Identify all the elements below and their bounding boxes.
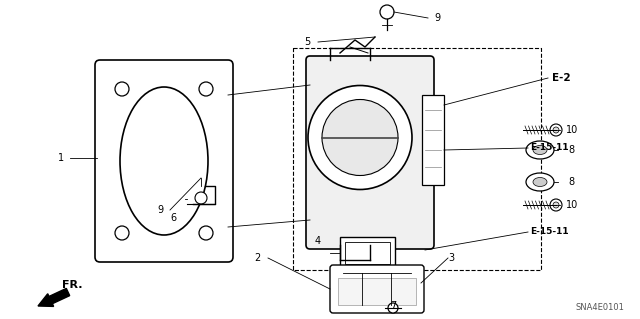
- Circle shape: [550, 124, 562, 136]
- Text: 3: 3: [448, 253, 454, 263]
- Text: FR.: FR.: [62, 280, 83, 290]
- Circle shape: [195, 192, 207, 204]
- FancyBboxPatch shape: [330, 265, 424, 313]
- FancyArrow shape: [38, 288, 70, 307]
- Circle shape: [380, 5, 394, 19]
- Circle shape: [115, 226, 129, 240]
- Text: 9: 9: [157, 205, 163, 215]
- Bar: [345, 242, 390, 264]
- Bar: [293, 48, 541, 270]
- Bar: [338, 278, 416, 305]
- FancyBboxPatch shape: [95, 60, 233, 262]
- Text: E-2: E-2: [552, 73, 571, 83]
- Text: 7: 7: [390, 301, 396, 311]
- Text: 9: 9: [434, 13, 440, 23]
- Text: 6: 6: [170, 213, 176, 223]
- Text: 8: 8: [568, 177, 574, 187]
- Circle shape: [308, 85, 412, 189]
- Text: 2: 2: [254, 253, 260, 263]
- Text: SNA4E0101: SNA4E0101: [575, 303, 624, 313]
- Text: 1: 1: [58, 153, 64, 163]
- Circle shape: [388, 303, 398, 313]
- Text: E-15-11: E-15-11: [530, 227, 568, 236]
- Ellipse shape: [533, 145, 547, 154]
- Bar: [422, 95, 444, 185]
- Text: 8: 8: [568, 145, 574, 155]
- Text: 5: 5: [304, 37, 310, 47]
- Ellipse shape: [526, 141, 554, 159]
- Text: 10: 10: [566, 125, 579, 135]
- Circle shape: [322, 100, 398, 175]
- Text: E-15-11: E-15-11: [530, 144, 568, 152]
- FancyBboxPatch shape: [306, 56, 434, 249]
- Bar: [340, 237, 395, 269]
- Text: 4: 4: [315, 236, 321, 246]
- Circle shape: [553, 202, 559, 208]
- Ellipse shape: [120, 87, 208, 235]
- Circle shape: [199, 82, 213, 96]
- Circle shape: [199, 226, 213, 240]
- Ellipse shape: [526, 173, 554, 191]
- Circle shape: [115, 82, 129, 96]
- Circle shape: [550, 199, 562, 211]
- Circle shape: [553, 127, 559, 133]
- Ellipse shape: [533, 177, 547, 187]
- Text: 10: 10: [566, 200, 579, 210]
